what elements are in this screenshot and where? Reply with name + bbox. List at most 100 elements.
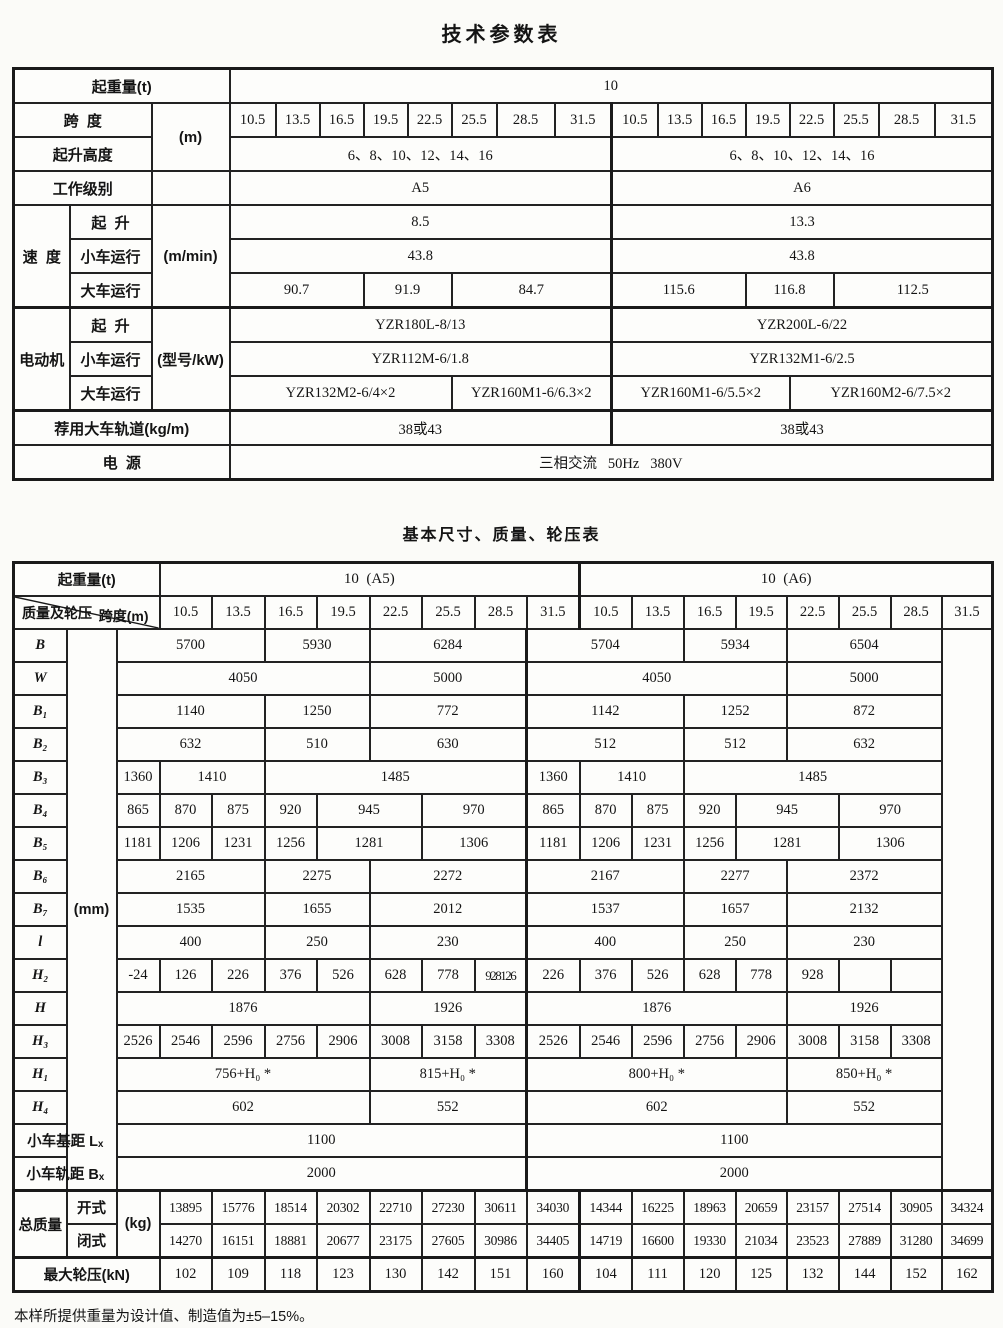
- data-cell: 10 (A5): [158, 561, 581, 597]
- data-cell: 13.5: [274, 102, 321, 138]
- row-label-cell: 总质量: [12, 1189, 68, 1259]
- data-cell: 151: [473, 1256, 528, 1293]
- data-cell: 6、8、10、12、14、16: [228, 136, 613, 172]
- data-cell: 1231: [210, 826, 266, 861]
- data-cell: 2526: [525, 1024, 581, 1059]
- data-cell: 4050: [115, 661, 371, 696]
- data-cell: 512: [682, 727, 788, 762]
- data-cell: 970: [837, 793, 943, 828]
- data-cell: 23157: [785, 1189, 840, 1225]
- data-cell: 10 (A6): [578, 561, 994, 597]
- data-cell: 6504: [785, 628, 943, 663]
- data-cell: 116.8: [744, 272, 835, 309]
- data-cell: 31280: [889, 1223, 943, 1259]
- data-cell: [889, 958, 943, 993]
- row-label-cell: 起重量(t): [12, 561, 161, 597]
- data-cell: YZR160M1-6/6.3×2: [450, 375, 613, 412]
- data-cell: 10.5: [578, 595, 633, 630]
- row-label-cell: H₃: [12, 1024, 68, 1059]
- row-label-cell: H₁: [12, 1057, 68, 1092]
- row-H1: H₁ 756+H₀ * 815+H₀ * 800+H₀ * 850+H₀ *: [12, 1057, 993, 1092]
- data-cell: 2546: [578, 1024, 633, 1059]
- row-label-cell: 荐用大车轨道(kg/m): [12, 409, 231, 446]
- row-motor-trolley: 小车运行 YZR112M-6/1.8 YZR132M1-6/2.5: [14, 341, 994, 377]
- row-label-cell: 闭式: [65, 1223, 118, 1259]
- data-cell: 230: [785, 925, 943, 960]
- data-cell: 130: [368, 1256, 423, 1293]
- data-cell: 120: [682, 1256, 737, 1293]
- data-cell: 526: [630, 958, 685, 993]
- data-cell: 152: [889, 1256, 943, 1293]
- data-cell: 16.5: [318, 102, 365, 138]
- data-cell: 16151: [210, 1223, 266, 1259]
- data-cell: 28.5: [877, 102, 936, 138]
- data-cell: 111: [630, 1256, 685, 1293]
- row-H2: H₂ -24 126 226 376 526 628 778 928126 226 376 526 62…: [12, 958, 993, 993]
- data-cell: 1250: [263, 694, 371, 729]
- data-cell: 8.5: [228, 204, 613, 240]
- data-cell: 2372: [785, 859, 943, 894]
- diag-label-mass-wheel: 质量及轮压: [22, 605, 92, 621]
- data-cell: 552: [368, 1090, 528, 1125]
- data-cell: 1410: [578, 760, 685, 795]
- data-cell: 1485: [682, 760, 943, 795]
- row-label-cell: (m): [150, 102, 231, 172]
- data-cell: 34405: [525, 1223, 581, 1259]
- data-cell: YZR160M2-6/7.5×2: [788, 375, 994, 412]
- data-cell: 1876: [115, 991, 371, 1026]
- data-cell: 6284: [368, 628, 528, 663]
- technical-parameters-table: 起重量(t) 10 跨 度 (m) 10.5 13.5 16.5 19.5 22.5 25.5 28…: [12, 67, 994, 481]
- data-cell: 526: [315, 958, 371, 993]
- data-cell: 27230: [420, 1189, 476, 1225]
- data-cell: 1142: [525, 694, 685, 729]
- row-B3: B₃ 1360 1410 1485 1360 1410 1485: [12, 760, 993, 795]
- row-B1: B₁ 1140 1250 772 1142 1252 872: [12, 694, 993, 729]
- data-cell: 34030: [525, 1189, 581, 1225]
- data-cell: 91.9: [362, 272, 453, 309]
- data-cell: 376: [578, 958, 633, 993]
- data-cell: 970: [420, 793, 528, 828]
- diagonal-line: [15, 597, 159, 628]
- data-cell: 16600: [630, 1223, 685, 1259]
- data-cell: 1206: [578, 826, 633, 861]
- data-cell: 132: [785, 1256, 840, 1293]
- data-cell: 18881: [263, 1223, 318, 1259]
- data-cell: 1926: [368, 991, 528, 1026]
- row-label-cell: 电动机: [12, 306, 71, 412]
- data-cell: 1100: [525, 1123, 943, 1158]
- data-cell: 22.5: [785, 595, 840, 630]
- data-cell: 118: [263, 1256, 318, 1293]
- row-label-cell: 大车运行: [68, 272, 153, 309]
- data-cell: 10.5: [228, 102, 277, 138]
- data-cell: 30905: [889, 1189, 943, 1225]
- data-cell: 2596: [630, 1024, 685, 1059]
- data-cell: 14344: [578, 1189, 633, 1225]
- row-trolley-gauge: 小车轨距 Bₓ 2000 2000: [12, 1156, 993, 1192]
- row-H4: H₄ 602 552 602 552: [12, 1090, 993, 1125]
- data-cell: 552: [785, 1090, 943, 1125]
- row-l: l 400 250 230 400 250 230: [12, 925, 993, 960]
- data-cell: 928: [785, 958, 840, 993]
- data-cell: 25.5: [837, 595, 892, 630]
- data-cell: 2596: [210, 1024, 266, 1059]
- row-label-cell: (型号/kW): [150, 306, 231, 412]
- data-cell: 250: [263, 925, 371, 960]
- row-label-cell: 开式: [65, 1189, 118, 1225]
- row-label-cell: B₆: [12, 859, 68, 894]
- data-cell: 5000: [785, 661, 943, 696]
- data-cell: 102: [158, 1256, 213, 1293]
- data-cell: -24: [115, 958, 161, 993]
- row-lifting-height: 起升高度 6、8、10、12、14、16 6、8、10、12、14、16: [12, 136, 994, 172]
- data-cell: 1657: [682, 892, 788, 927]
- data-cell: 875: [630, 793, 685, 828]
- data-cell: 1206: [158, 826, 213, 861]
- data-cell: 22.5: [788, 102, 835, 138]
- data-cell: 2546: [158, 1024, 213, 1059]
- row-label-cell: 起 升: [68, 204, 153, 240]
- row-label-cell: H: [12, 991, 68, 1026]
- data-cell: 865: [115, 793, 161, 828]
- data-cell: 850+H₀ *: [785, 1057, 943, 1092]
- data-cell: 945: [315, 793, 423, 828]
- row-label-cell: 电 源: [12, 444, 231, 481]
- dimensions-mass-wheel-pressure-table: 起重量(t)10 (A5)10 (A6)跨度(m)尺寸质量及轮压10.513.5…: [12, 561, 995, 1293]
